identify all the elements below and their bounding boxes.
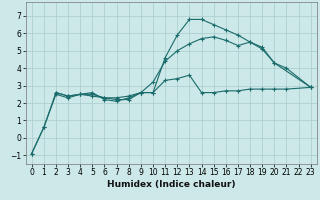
X-axis label: Humidex (Indice chaleur): Humidex (Indice chaleur): [107, 180, 236, 189]
